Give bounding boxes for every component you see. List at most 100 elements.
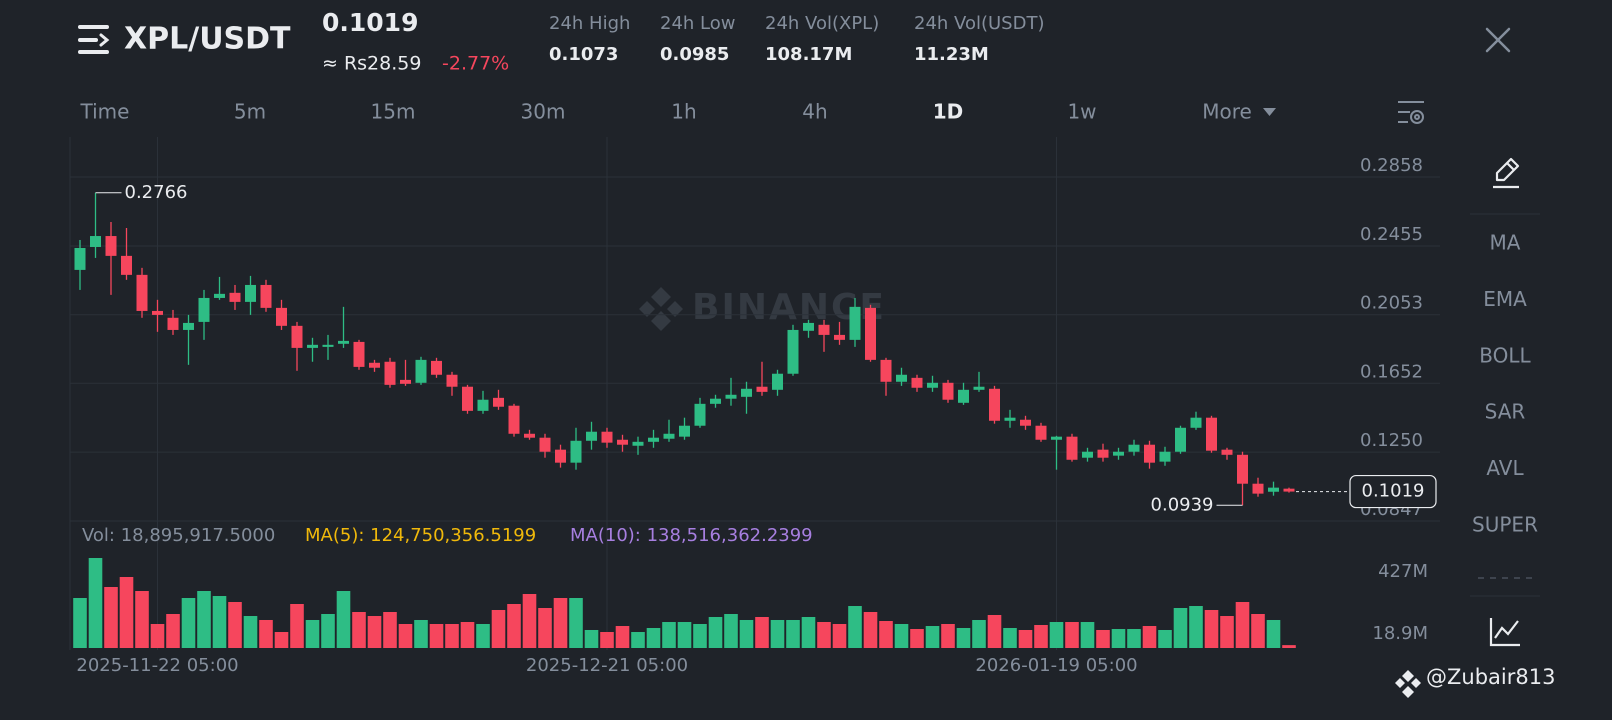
local-price: ≈ Rs28.59 — [322, 53, 421, 75]
candle-body — [183, 322, 194, 330]
y-tick-label: 0.2455 — [1360, 224, 1423, 245]
volume-bar — [600, 632, 614, 648]
volume-bar — [1018, 629, 1033, 648]
volume-bar — [1220, 616, 1234, 648]
close-button[interactable] — [1485, 27, 1511, 53]
interval-tab[interactable]: 30m — [521, 100, 566, 124]
current-price-label: 0.1019 — [1362, 481, 1425, 502]
volume-bar — [848, 606, 862, 648]
volume-bar — [987, 615, 1002, 648]
volume-bar — [708, 616, 723, 648]
candle-body — [74, 248, 86, 270]
more-caret[interactable] — [1263, 108, 1276, 116]
candle-body — [803, 322, 814, 331]
stat-value: 0.1073 — [549, 44, 618, 65]
candle-body — [524, 433, 535, 438]
volume-bar — [259, 619, 273, 648]
candle-body — [400, 379, 411, 384]
candle-body — [477, 399, 489, 411]
candle-body — [586, 431, 597, 441]
candle-body — [927, 382, 938, 388]
indicator-button[interactable]: SUPER — [1472, 513, 1538, 537]
volume-bar — [677, 622, 692, 648]
candle-body — [198, 297, 210, 322]
volume-bar — [1049, 622, 1064, 648]
candle-body — [570, 440, 582, 463]
volume-bar — [1173, 608, 1188, 648]
candle-body — [105, 236, 117, 256]
volume-bar — [197, 590, 211, 648]
volume-tick-label: 18.9M — [1372, 623, 1428, 644]
volume-bar — [662, 622, 676, 648]
candle-body — [1066, 436, 1078, 460]
volume-bar — [1065, 622, 1079, 648]
indicator-button[interactable]: BOLL — [1479, 343, 1531, 367]
candle-body — [152, 310, 163, 315]
volume-bar — [290, 603, 304, 648]
menu-icon[interactable] — [78, 25, 110, 54]
volume-bar — [538, 608, 552, 648]
candle-body — [415, 359, 427, 383]
volume-bar — [910, 629, 924, 648]
draw-tool-icon[interactable] — [1493, 157, 1520, 189]
chart-type-icon[interactable] — [1489, 618, 1520, 647]
interval-tab[interactable]: Time — [80, 100, 130, 124]
interval-tab[interactable]: 1w — [1067, 100, 1096, 124]
volume-bar — [166, 613, 180, 648]
volume-bar — [972, 619, 986, 648]
volume-bar — [693, 623, 707, 648]
volume-bar — [925, 626, 940, 648]
candle-body — [245, 284, 256, 302]
interval-tab[interactable]: 1h — [671, 100, 696, 124]
volume-bar — [88, 558, 103, 648]
candle-body — [555, 449, 566, 463]
candle-body — [260, 284, 272, 308]
volume-bar — [1080, 622, 1095, 648]
interval-tab[interactable]: More — [1202, 100, 1252, 124]
volume-bar — [212, 596, 227, 648]
volume-bar — [414, 619, 428, 648]
candle-body — [911, 377, 923, 388]
interval-tab[interactable]: 15m — [371, 100, 416, 124]
stat-label: 24h Vol(XPL) — [765, 13, 879, 34]
volume-bar — [398, 623, 413, 648]
candle-body — [1268, 487, 1279, 492]
candle-body — [1206, 417, 1217, 451]
y-tick-label: 0.1250 — [1360, 430, 1423, 451]
interval-tab[interactable]: 1D — [933, 100, 964, 124]
chart-settings-icon[interactable] — [1398, 101, 1424, 124]
candle-body — [756, 386, 768, 392]
interval-tab[interactable]: 5m — [234, 100, 266, 124]
candle-body — [601, 431, 613, 443]
volume-bar — [1096, 629, 1110, 648]
volume-bar — [336, 590, 351, 648]
indicator-button[interactable]: EMA — [1483, 287, 1527, 311]
candle-body — [834, 334, 845, 340]
volume-label: Vol: 18,895,917.5000 — [82, 525, 275, 546]
interval-tab[interactable]: 4h — [802, 100, 827, 124]
volume-bar — [1266, 619, 1281, 648]
volume-bar — [1158, 629, 1172, 648]
volume-bar — [367, 616, 382, 648]
low-marker-label: 0.0939 — [1151, 494, 1214, 515]
y-tick-label: 0.2858 — [1360, 155, 1423, 176]
candle-body — [1221, 449, 1233, 455]
indicator-button[interactable]: MA — [1490, 231, 1521, 255]
stat-value: 11.23M — [914, 44, 989, 65]
x-tick-label: 2025-11-22 05:00 — [76, 655, 238, 676]
volume-bar — [73, 598, 87, 648]
candle-body — [617, 439, 628, 445]
price-change: -2.77% — [442, 53, 509, 75]
volume-bar — [460, 622, 475, 648]
candle-body — [896, 374, 907, 382]
volume-bar — [1111, 629, 1126, 648]
volume-bar — [1003, 628, 1017, 648]
indicator-button[interactable]: SAR — [1485, 400, 1526, 424]
candle-body — [167, 317, 179, 330]
stat-label: 24h High — [549, 13, 630, 34]
y-tick-label: 0.1652 — [1360, 361, 1423, 382]
high-marker-label: 0.2766 — [125, 182, 188, 203]
indicator-button[interactable]: AVL — [1486, 456, 1524, 480]
volume-bar — [429, 623, 444, 648]
